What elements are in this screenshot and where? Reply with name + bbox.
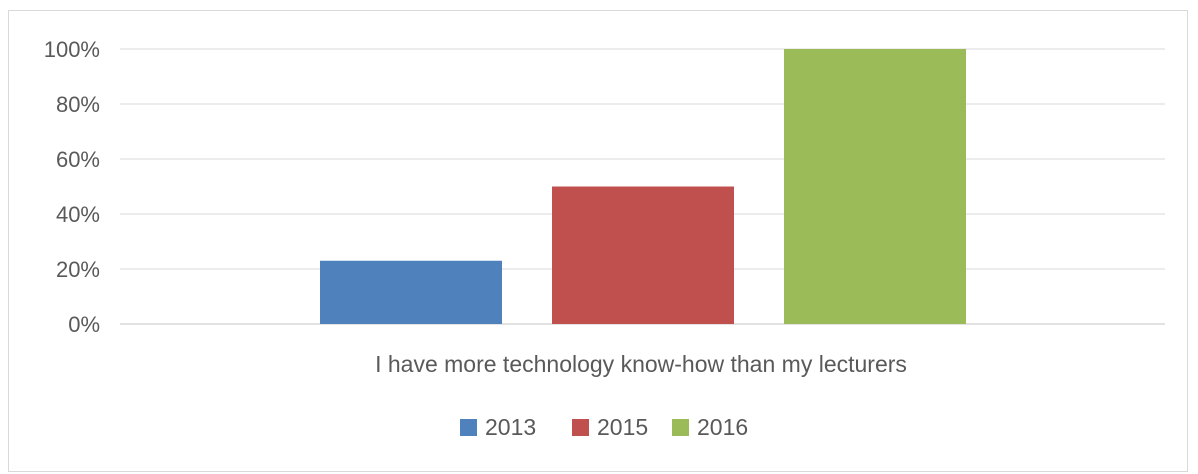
- gridlines: [120, 48, 1165, 325]
- bar-2016: [784, 49, 966, 324]
- legend-swatch-2016: [672, 419, 689, 436]
- y-tick-label: 60%: [56, 147, 100, 172]
- legend: 2013 2015 2016: [460, 414, 748, 440]
- y-tick-label: 80%: [56, 92, 100, 117]
- bars: [320, 49, 966, 324]
- bar-2013: [320, 260, 502, 324]
- y-axis-tick-labels: 0% 20% 40% 60% 80% 100%: [44, 37, 100, 337]
- y-tick-label: 40%: [56, 202, 100, 227]
- category-label: I have more technology know-how than my …: [375, 351, 907, 377]
- legend-label-2015: 2015: [597, 414, 648, 440]
- legend-swatch-2015: [572, 419, 589, 436]
- legend-label-2016: 2016: [697, 414, 748, 440]
- bar-2015: [552, 186, 734, 324]
- legend-swatch-2013: [460, 419, 477, 436]
- y-tick-label: 20%: [56, 257, 100, 282]
- legend-label-2013: 2013: [485, 414, 536, 440]
- y-tick-label: 0%: [68, 312, 100, 337]
- y-tick-label: 100%: [44, 37, 100, 62]
